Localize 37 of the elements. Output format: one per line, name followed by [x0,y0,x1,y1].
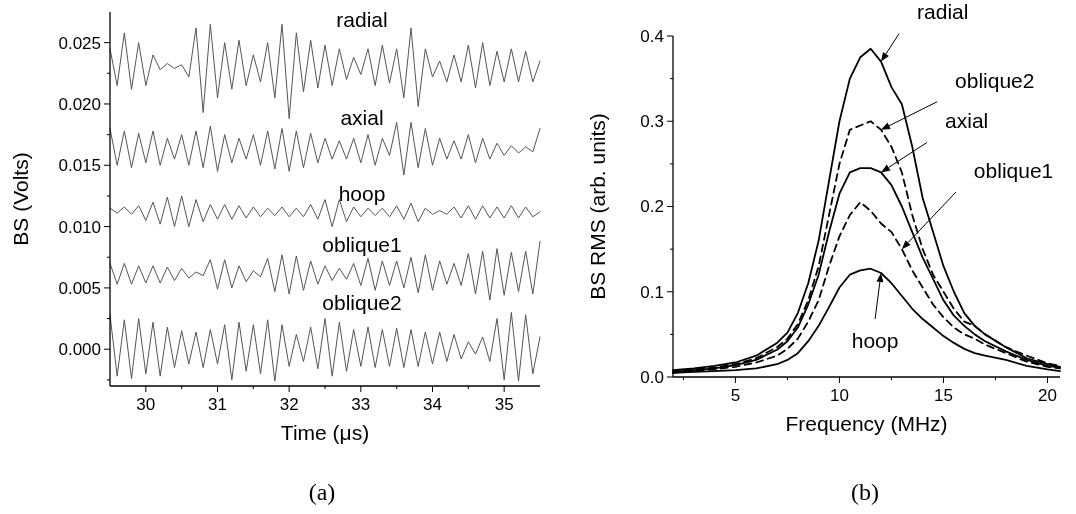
x-tick-label: 33 [351,395,371,414]
x-tick-label: 30 [136,395,156,414]
y-tick-label: 0.2 [640,197,664,217]
series-label: radial [336,7,388,31]
series-label: oblique2 [322,290,402,314]
y-tick-label: 0.0 [640,367,664,387]
y-tick-label: 0.005 [58,278,101,298]
x-tick-label: 34 [423,395,442,414]
y-tick-label: 0.020 [58,94,101,114]
x-tick-label: 5 [730,386,741,405]
y-tick-label: 0.4 [640,26,664,46]
series-label: oblique1 [322,232,402,256]
x-axis-title: Frequency (MHz) [785,412,948,435]
x-axis-title: Time (μs) [280,421,370,444]
y-tick-label: 0.3 [640,112,664,132]
text: (a) [308,479,336,505]
text: axial [945,109,989,133]
y-tick-label: 0.1 [640,282,664,302]
y-tick-label: 0.010 [58,217,101,237]
y-axis-title: BS RMS (arb. units) [586,113,609,300]
series-label: hoop [338,182,386,206]
x-tick-label: 10 [829,386,849,405]
text: oblique1 [973,159,1054,183]
series-label: axial [340,105,384,129]
y-tick-label: 0.025 [58,33,101,53]
text: radial [917,0,969,24]
x-tick-label: 31 [208,395,227,414]
x-tick-label: 15 [934,386,953,405]
y-tick-label: 0.000 [58,340,101,360]
x-tick-label: 20 [1038,386,1057,405]
series-label: hoop [851,328,899,352]
x-tick-label: 35 [494,395,514,414]
text: (b) [851,479,879,505]
y-tick-label: 0.015 [58,156,101,176]
x-tick-label: 32 [279,395,299,414]
text: oblique2 [955,68,1035,92]
y-axis-title: BS (Volts) [9,152,32,246]
